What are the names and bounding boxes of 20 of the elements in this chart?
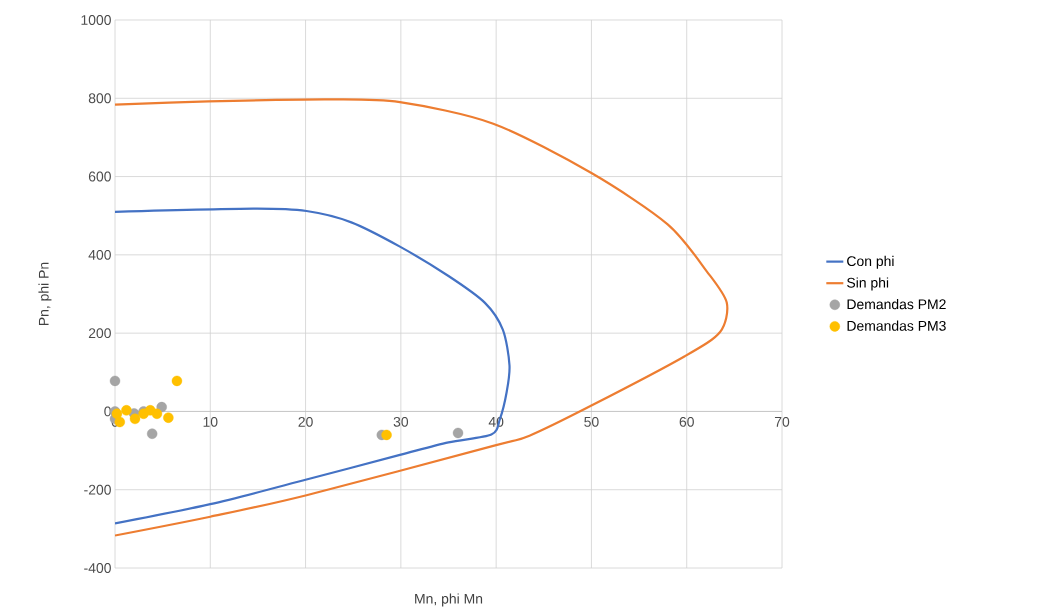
- legend-label: Demandas PM2: [847, 298, 946, 310]
- x-tick-label: 20: [298, 416, 313, 427]
- y-tick-label: 0: [104, 406, 111, 417]
- x-tick-label: 60: [679, 416, 694, 427]
- y-tick-label: -200: [84, 484, 111, 495]
- y-tick-label: 200: [88, 328, 111, 339]
- legend-label: Sin phi: [847, 277, 889, 291]
- x-tick-label: 70: [774, 416, 790, 427]
- x-axis-title: Mn, phi Mn: [415, 593, 483, 607]
- legend-label: Demandas PM3: [847, 320, 946, 331]
- y-axis-title: Pn, phi Pn: [38, 262, 52, 326]
- y-tick-label: 400: [88, 249, 111, 260]
- y-tick-label: 1000: [81, 15, 111, 25]
- y-tick-label: 800: [88, 93, 111, 104]
- legend-label: Con phi: [847, 255, 894, 269]
- x-tick-label: 10: [203, 416, 218, 427]
- y-tick-label: -400: [84, 563, 111, 573]
- y-tick-label: 600: [88, 171, 111, 182]
- x-tick-label: 50: [584, 416, 599, 427]
- x-tick-label: 30: [393, 416, 409, 427]
